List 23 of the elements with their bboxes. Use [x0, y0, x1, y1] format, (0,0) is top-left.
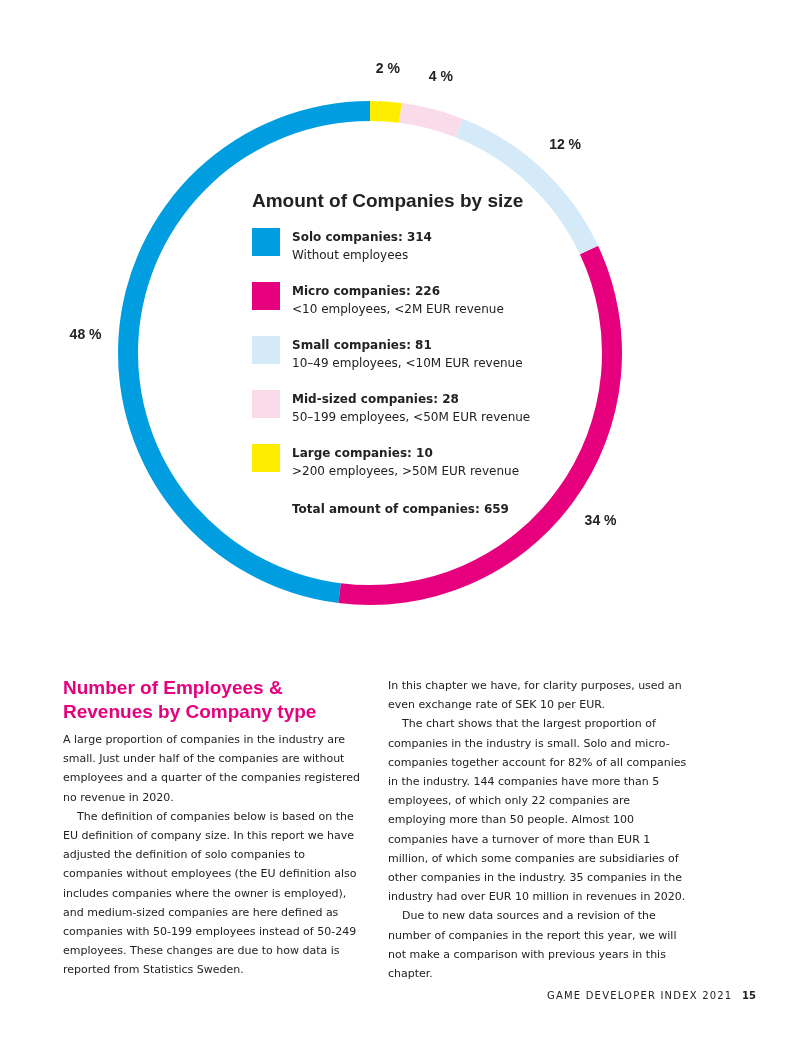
legend-title: Amount of Companies by size: [252, 190, 525, 212]
text: The definition of companies below is based on the EU definition of company size. In this report we have adjusted the definition of solo companies to companies without employees (the EU definition also includes companies where the owner is employed), and medium-sized companies are here defined as companies with 50-199 employees instead of 50-249 employees. These changes are due to how data is reported from Statistics Sweden.: [63, 809, 357, 977]
data-label: 48 %: [69, 326, 103, 343]
donut-slice: [455, 118, 599, 255]
legend-label: Small companies: 81 10–49 employees, <10M EUR revenue: [292, 337, 523, 370]
legend-label: Solo companies: 314 Without employees: [292, 229, 432, 262]
text: Number of Employees & Revenues by Company type: [63, 676, 318, 724]
data-label: 2 %: [375, 59, 401, 76]
donut-slice: [370, 101, 402, 123]
text: 15: [742, 990, 756, 1001]
data-label: 34 %: [584, 511, 618, 528]
text: Total amount of companies: 659: [292, 502, 509, 516]
donut-slice: [399, 102, 463, 138]
text: GAME DEVELOPER INDEX 2021: [547, 990, 733, 1001]
text: A large proportion of companies in the industry are small. Just under half of the companies are without employees and a quarter of the companies registered no revenue in 2020.: [63, 732, 362, 806]
legend-label: Large companies: 10 >200 employees, >50M EUR revenue: [292, 445, 520, 478]
text: Due to new data sources and a revision of the number of companies in the report this year, we will not make a comparison with previous years in this chapter.: [388, 908, 678, 983]
text: The chart shows that the largest proportion of companies in the industry is small. Solo and micro-companies together account for 82% of all companies in the industry. 144 companies have more than 5 employees, of which only 22 companies are employing more than 50 people. Almost 100 companies have a turnover of more than EUR 1 million, of which some companies are subsidiaries of other companies in the industry. 35 companies in the industry had over EUR 10 million in revenues in 2020.: [388, 717, 687, 904]
legend-label: Mid-sized companies: 28 50–199 employees, <50M EUR revenue: [292, 391, 531, 424]
text: In this chapter we have, for clarity purposes, used an even exchange rate of SEK 10 per EUR.: [388, 678, 683, 714]
data-label: 12 %: [549, 136, 582, 153]
data-label: 4 %: [428, 67, 454, 84]
legend-label: Micro companies: 226 <10 employees, <2M EUR revenue: [292, 283, 504, 316]
